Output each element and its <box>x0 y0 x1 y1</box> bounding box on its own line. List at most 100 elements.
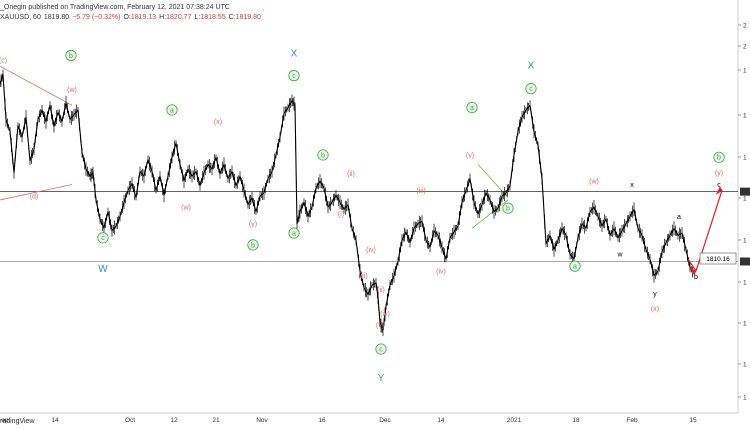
wave-label-red: (v) <box>376 323 384 330</box>
arrow-head <box>689 267 697 275</box>
wave-label-blue: X <box>528 60 535 71</box>
x-tick-label: 21 <box>212 417 220 424</box>
author-line: _Onegin published on TradingView.com, Fe… <box>0 3 230 11</box>
symbol-header: XAUUSD, 60 1819.80 −5.79 (−0.32%) O: 181… <box>0 10 261 24</box>
y-tick-label: 2 <box>743 23 747 30</box>
x-tick-label: 12 <box>170 417 178 424</box>
trend-line-upper <box>0 65 73 106</box>
x-tick-label: 18 <box>572 417 580 424</box>
last-price: 1819.80 <box>43 13 70 21</box>
wave-label-red: (w) <box>181 204 191 211</box>
y-tick-label: 1 <box>743 362 747 369</box>
open-value: 1819.13 <box>130 13 157 21</box>
wave-label-circle <box>288 227 300 239</box>
price-callout-box <box>699 252 737 265</box>
low-value: 1818.55 <box>200 13 226 21</box>
wave-label-black: x <box>630 182 634 189</box>
level-price-tag <box>740 257 750 266</box>
wave-label-red: (iv) <box>436 268 446 275</box>
wave-label-circle <box>525 83 537 95</box>
wave-label-black: b <box>694 274 698 281</box>
wave-label-green: c <box>101 235 105 242</box>
wave-label-green: c <box>292 73 296 80</box>
high-label: H: <box>159 13 167 21</box>
wave-label-green: a <box>470 105 474 112</box>
wave-label-circle <box>466 101 478 114</box>
wave-label-red: (ii) <box>347 171 355 178</box>
wave-label-circle <box>247 239 259 251</box>
wave-label-circle <box>288 70 300 82</box>
x-tick-label: 14 <box>437 417 445 424</box>
arrow-head <box>715 186 723 195</box>
wave-label-circle <box>166 104 178 116</box>
wave-label-blue: W <box>98 264 108 275</box>
wave-label-green: c <box>529 86 533 93</box>
wave-label-red: (y) <box>715 170 723 177</box>
y-tick-label: 2 <box>743 44 747 51</box>
wave-label-green: a <box>170 107 174 114</box>
wave-label-green: a <box>292 230 296 237</box>
wave-label-red: (w) <box>589 178 599 185</box>
wave-label-red: (ii) <box>377 287 385 294</box>
x-tick-label: 16 <box>318 417 326 424</box>
wave-label-black: a <box>677 214 681 221</box>
wave-label-black: y <box>653 291 657 298</box>
wave-label-green: a <box>573 264 577 271</box>
close-label: C: <box>228 13 236 21</box>
wave-label-blue: X <box>291 48 298 59</box>
triangle-lower-line <box>471 199 509 229</box>
projection-arrow-down <box>687 258 697 272</box>
symbol-line: XAUUSD, 60 <box>0 13 41 21</box>
wave-label-green: b <box>251 242 255 249</box>
wave-label-red: (iv) <box>366 247 376 254</box>
y-tick-label: 1 <box>743 395 747 402</box>
y-tick-label: 1 <box>743 68 747 75</box>
x-tick-label: Nov <box>256 417 268 424</box>
price-callout-label: 1810.16 <box>706 256 730 263</box>
y-tick-label: 1 <box>743 155 747 162</box>
wave-label-circle <box>97 232 109 244</box>
wave-label-circle <box>569 260 581 272</box>
wave-label-red: (iii) <box>416 188 425 195</box>
wave-label-circle <box>65 49 77 62</box>
footer-brand: radingView <box>0 418 35 425</box>
trend-line-lower <box>0 184 73 201</box>
wave-label-circle <box>375 343 387 355</box>
wave-label-red: (y) <box>249 221 257 228</box>
y-tick-label: 1 <box>743 238 747 245</box>
low-label: L: <box>194 13 201 21</box>
wave-label-green: b <box>717 155 721 162</box>
wave-label-red: (w) <box>67 87 77 94</box>
wave-label-blue: Y <box>378 373 385 384</box>
x-tick-label: Oct <box>125 417 135 424</box>
close-value: 1819.80 <box>235 13 261 21</box>
wave-label-circle <box>317 149 329 161</box>
wave-label-black: c <box>717 182 721 189</box>
wave-label-red: (x) <box>214 119 222 126</box>
level-price-tag <box>740 187 750 196</box>
open-label: O: <box>123 13 131 21</box>
wave-label-green: b <box>69 53 73 60</box>
chart-header: _Onegin published on TradingView.com, Fe… <box>0 0 230 14</box>
wave-label-red: (iii) <box>358 273 367 280</box>
price-change: −5.79 (−0.32%) <box>72 13 121 21</box>
x-tick-label: Dec <box>379 417 391 424</box>
wave-label-red: (iv) <box>380 311 390 318</box>
wave-label-circle <box>502 202 514 214</box>
wave-label-red: (v) <box>466 152 474 159</box>
x-tick-label: 2021 <box>507 417 522 424</box>
y-tick-label: 1 <box>743 113 747 120</box>
wave-label-red: (x) <box>651 306 659 313</box>
x-tick-label: 15 <box>689 417 697 424</box>
wave-label-green: b <box>321 152 325 159</box>
x-tick-label: ep <box>1 417 9 424</box>
high-value: 1820.77 <box>166 13 192 21</box>
wave-label-black: w <box>616 252 623 259</box>
x-tick-label: Feb <box>626 417 638 424</box>
price-series-line <box>0 73 695 331</box>
wave-label-green: c <box>379 346 383 353</box>
wave-label-green: b <box>506 206 510 213</box>
x-tick-label: 14 <box>51 417 59 424</box>
